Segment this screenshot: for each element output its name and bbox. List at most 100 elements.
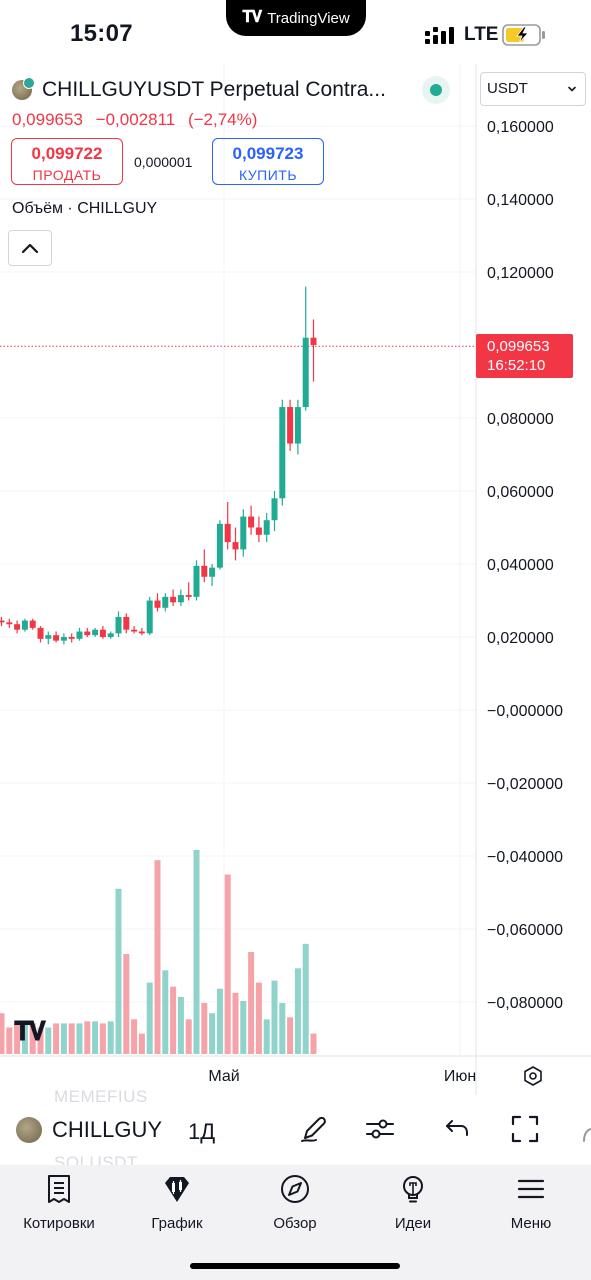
tradingview-pill-label: TradingView	[267, 9, 350, 27]
volume-bar	[45, 1027, 52, 1054]
market-open-status-icon[interactable]	[422, 76, 450, 104]
nav-label: Меню	[510, 1215, 552, 1232]
menu-icon	[517, 1179, 545, 1199]
nav-chart[interactable]: График	[127, 1173, 227, 1232]
volume-bar	[294, 968, 301, 1054]
price-axis-label: 0,160000	[487, 119, 554, 136]
volume-bar	[232, 992, 239, 1054]
candle-body	[216, 523, 223, 568]
ghost-symbol-above: MEMEFIUS	[54, 1087, 148, 1106]
volume-bar	[216, 988, 223, 1054]
fullscreen-icon[interactable]	[509, 1113, 541, 1145]
sliders-icon[interactable]	[364, 1113, 396, 1145]
price-axis-label: 0,040000	[487, 557, 554, 574]
candle-body	[232, 542, 239, 550]
volume-bar	[201, 1003, 208, 1054]
buy-button[interactable]: 0,099723 КУПИТЬ	[212, 138, 324, 185]
currency-value: USDT	[487, 80, 528, 97]
volume-indicator-label[interactable]: Объём · CHILLGUY	[12, 200, 158, 217]
cellular-signal-icon	[425, 27, 454, 44]
sell-label: ПРОДАТЬ	[32, 167, 102, 183]
candle-body	[240, 516, 247, 550]
volume-bar	[146, 982, 153, 1054]
candle-body	[99, 629, 106, 637]
candle-body	[14, 624, 21, 630]
volume-bar	[84, 1021, 91, 1054]
candle-body	[45, 635, 52, 639]
symbol-title[interactable]: CHILLGUYUSDT Perpetual Contra...	[42, 78, 386, 101]
candle-body	[84, 631, 91, 636]
candle-body	[248, 516, 255, 528]
price-chart[interactable]: 0,160000 0,140000 0,120000 0,080000 0,060000…	[0, 64, 591, 1095]
nav-label: Обзор	[273, 1215, 317, 1232]
price-axis-label: −0,080000	[487, 995, 563, 1012]
nav-quotes[interactable]: Котировки	[9, 1173, 109, 1232]
candle-body	[0, 620, 5, 623]
coin-logo-icon	[12, 77, 35, 100]
compass-icon	[281, 1175, 309, 1203]
candle-body	[6, 622, 13, 625]
candle-body	[263, 520, 270, 535]
price-axis-label: −0,000000	[487, 703, 563, 720]
symbol-search-button[interactable]: CHILLGUY	[16, 1117, 162, 1143]
interval-button[interactable]: 1Д	[188, 1119, 216, 1144]
candle-body	[107, 633, 114, 637]
volume-bar	[68, 1023, 75, 1054]
volume-bar	[279, 1003, 286, 1054]
candle-body	[146, 600, 153, 634]
last-price-tag: 0,099653 16:52:10	[476, 334, 573, 378]
volume-bar	[37, 1027, 44, 1054]
sell-button[interactable]: 0,099722 ПРОДАТЬ	[11, 138, 123, 185]
candle-body	[302, 337, 309, 408]
nav-ideas[interactable]: Идеи	[363, 1173, 463, 1232]
price-tag-countdown: 16:52:10	[487, 357, 546, 374]
volume-bar	[60, 1023, 67, 1054]
nav-menu[interactable]: Меню	[481, 1173, 581, 1232]
price-axis-label: −0,060000	[487, 922, 563, 939]
symbol-header[interactable]: CHILLGUYUSDT Perpetual Contra...	[12, 76, 386, 104]
volume-bar	[170, 986, 177, 1054]
buy-label: КУПИТЬ	[238, 167, 298, 183]
time-axis-label: Май	[208, 1068, 239, 1085]
volume-bar	[240, 1000, 247, 1054]
status-time: 15:07	[70, 20, 133, 47]
volume-bar	[193, 850, 200, 1054]
volume-bar	[209, 1013, 216, 1054]
volume-bar	[263, 1019, 270, 1054]
buy-price: 0,099723	[232, 144, 304, 163]
candle-body	[209, 567, 216, 577]
volume-bar	[115, 888, 122, 1054]
chevron-up-icon	[21, 243, 39, 254]
candle-body	[60, 637, 67, 641]
collapse-legend-button[interactable]	[8, 230, 52, 266]
more-tools-icon[interactable]	[578, 1113, 591, 1145]
candle-body	[177, 595, 184, 603]
toolbar-symbol-label: CHILLGUY	[52, 1117, 163, 1142]
price-change-row: 0,099653 −0,002811 (−2,74%)	[12, 110, 265, 130]
volume-bar	[224, 874, 231, 1054]
volume-bar	[154, 860, 161, 1054]
volume-bar	[138, 1033, 145, 1054]
undo-icon[interactable]	[442, 1113, 474, 1145]
candle-body	[287, 407, 294, 444]
candle-body	[279, 407, 286, 499]
lightbulb-icon	[403, 1176, 423, 1203]
tradingview-pill[interactable]: 𝐓𝐕 TradingView	[226, 0, 366, 36]
volume-bar	[123, 954, 130, 1054]
volume-bar	[0, 1013, 5, 1054]
price-axis-label: 0,020000	[487, 630, 554, 647]
nav-overview[interactable]: Обзор	[245, 1173, 345, 1232]
price-axis-label: 0,080000	[487, 411, 554, 428]
candle-body	[170, 596, 177, 603]
chevron-down-icon	[568, 86, 576, 92]
network-type: LTE	[464, 24, 499, 45]
candle-body	[37, 627, 44, 639]
tradingview-watermark-icon: 𝐓𝐕	[14, 1016, 47, 1046]
volume-bar	[271, 980, 278, 1054]
currency-select[interactable]: USDT	[480, 72, 586, 106]
candle-body	[193, 565, 200, 597]
pen-icon[interactable]	[298, 1113, 330, 1145]
hexagon-settings-icon[interactable]	[521, 1064, 545, 1088]
coin-logo-icon	[16, 1117, 42, 1143]
status-bar: 15:07 𝐓𝐕 TradingView LTE	[0, 0, 591, 68]
